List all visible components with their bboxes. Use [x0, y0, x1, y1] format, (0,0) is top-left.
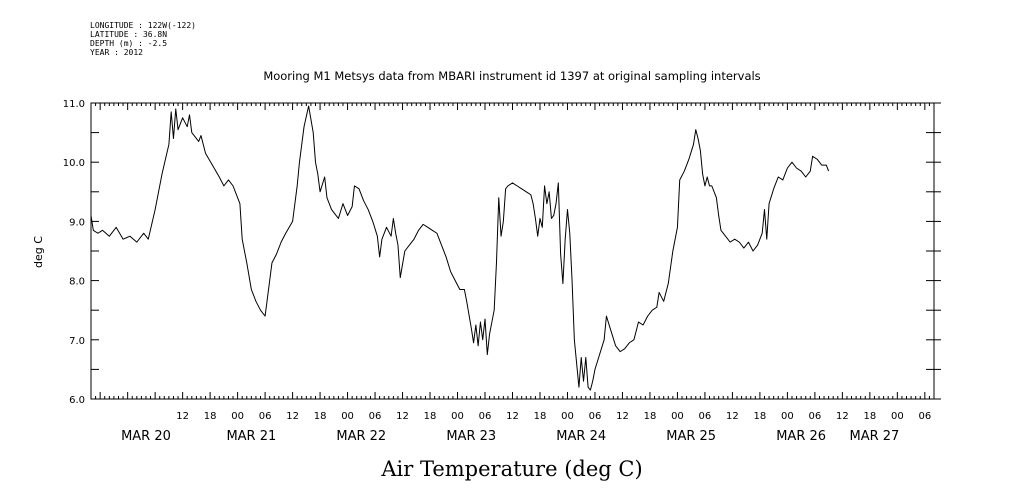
- date-label: MAR 26: [776, 429, 826, 444]
- x-tick-label: 12: [726, 411, 739, 422]
- y-tick-label: 9.0: [69, 217, 85, 228]
- y-tick-label: 7.0: [69, 336, 85, 347]
- meta-latitude: LATITUDE : 36.8N: [90, 30, 168, 39]
- x-tick-label: 18: [644, 411, 657, 422]
- x-tick-label: 12: [396, 411, 409, 422]
- x-tick-label: 00: [231, 411, 244, 422]
- x-tick-label: 18: [863, 411, 876, 422]
- date-label: MAR 27: [850, 429, 900, 444]
- x-tick-label: 12: [836, 411, 849, 422]
- series-line: [90, 105, 830, 391]
- x-tick-label: 06: [918, 411, 931, 422]
- date-label: MAR 23: [446, 429, 496, 444]
- x-tick-label: 18: [314, 411, 327, 422]
- x-tick-label: 12: [616, 411, 629, 422]
- y-tick-labels: 6.0 7.0 8.0 9.0 10.0 11.0: [63, 99, 85, 406]
- x-tick-label: 00: [561, 411, 574, 422]
- date-labels: MAR 20 MAR 21 MAR 22 MAR 23 MAR 24 MAR 25 MAR …: [121, 429, 899, 444]
- y-tick-label: 11.0: [63, 99, 85, 110]
- x-tick-label: 06: [589, 411, 602, 422]
- x-tick-label: 18: [754, 411, 767, 422]
- date-label: MAR 22: [336, 429, 386, 444]
- x-axis-label: Air Temperature (deg C): [380, 457, 642, 481]
- x-tick-label: 12: [506, 411, 519, 422]
- x-tick-label: 06: [699, 411, 712, 422]
- y-tick-label: 6.0: [69, 395, 85, 406]
- x-tick-labels: 12 18 00 06 12 18 00 06 12 18 00 06 12 18 00 06 12 18 00 06…: [176, 411, 931, 422]
- x-tick-label: 00: [781, 411, 794, 422]
- x-tick-label: 06: [259, 411, 272, 422]
- metadata-header: LONGITUDE : 122W(-122) LATITUDE : 36.8N …: [90, 21, 196, 57]
- y-axis-label: deg C: [32, 236, 45, 268]
- x-tick-label: 12: [286, 411, 299, 422]
- x-tick-label: 18: [424, 411, 437, 422]
- date-label: MAR 24: [556, 429, 606, 444]
- date-label: MAR 21: [226, 429, 276, 444]
- plot-frame: [90, 102, 935, 400]
- meta-longitude: LONGITUDE : 122W(-122): [90, 21, 196, 30]
- x-tick-label: 00: [671, 411, 684, 422]
- x-tick-label: 00: [891, 411, 904, 422]
- x-tick-label: 06: [369, 411, 382, 422]
- meta-depth: DEPTH (m) : -2.5: [90, 39, 168, 48]
- x-tick-label: 00: [341, 411, 354, 422]
- meta-year: YEAR : 2012: [90, 48, 143, 57]
- x-tick-label: 18: [204, 411, 217, 422]
- date-label: MAR 20: [121, 429, 171, 444]
- date-label: MAR 25: [666, 429, 716, 444]
- series-group: [90, 105, 830, 391]
- y-tick-label: 8.0: [69, 277, 85, 288]
- x-tick-label: 06: [809, 411, 822, 422]
- chart-title: Mooring M1 Metsys data from MBARI instru…: [263, 69, 760, 83]
- x-tick-label: 18: [534, 411, 547, 422]
- y-tick-label: 10.0: [63, 158, 85, 169]
- axis-ticks: [90, 102, 941, 400]
- x-tick-label: 06: [479, 411, 492, 422]
- x-tick-label: 00: [451, 411, 464, 422]
- x-tick-label: 12: [176, 411, 189, 422]
